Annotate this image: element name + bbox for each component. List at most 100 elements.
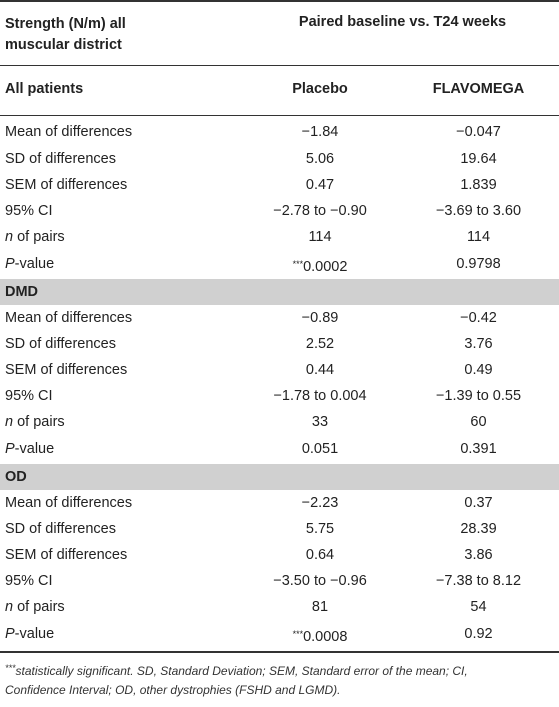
placebo-value: 114 xyxy=(308,229,332,245)
row-label-italic: n xyxy=(5,414,14,430)
flavomega-value: 114 xyxy=(466,229,491,245)
row-label: P-value xyxy=(5,436,54,462)
section-label: DMD xyxy=(5,284,39,300)
placebo-value: ***0.0002 xyxy=(246,251,394,280)
subheader-rule xyxy=(0,115,559,116)
placebo-value: −3.50 to −0.96 xyxy=(273,573,367,589)
table-row: SEM of differences 0.64 3.86 xyxy=(0,542,559,568)
p-value: 0.0002 xyxy=(303,259,348,275)
flavomega-value: 0.391 xyxy=(460,441,497,457)
row-label: Mean of differences xyxy=(5,124,133,140)
flavomega-value: 19.64 xyxy=(460,151,497,167)
table-row: 95% CI −1.78 to 0.004 −1.39 to 0.55 xyxy=(0,383,559,409)
significance-stars: *** xyxy=(292,629,304,639)
flavomega-value: 0.37 xyxy=(464,495,493,511)
row-label: 95% CI xyxy=(5,573,53,589)
row-label: SD of differences xyxy=(5,521,116,537)
flavomega-value: 60 xyxy=(470,414,487,430)
placebo-value: −1.84 xyxy=(301,124,339,140)
row-label: P-value xyxy=(5,621,54,647)
row-label: SEM of differences xyxy=(5,547,128,563)
table-row: Mean of differences −0.89 −0.42 xyxy=(0,305,559,331)
placebo-value: 81 xyxy=(311,599,329,615)
row-label: n of pairs xyxy=(5,409,65,435)
footnote-stars: *** xyxy=(5,663,16,673)
header-rule xyxy=(0,65,559,66)
significance-stars: *** xyxy=(292,259,304,269)
flavomega-value: −0.42 xyxy=(460,310,497,326)
placebo-value: 33 xyxy=(311,414,329,430)
row-label-italic: n xyxy=(5,229,14,245)
flavomega-value: −3.69 to 3.60 xyxy=(435,203,522,219)
placebo-value: 5.06 xyxy=(305,151,335,167)
flavomega-value: −1.39 to 0.55 xyxy=(435,388,522,404)
row-label: P-value xyxy=(5,251,54,277)
flavomega-value: −7.38 to 8.12 xyxy=(435,573,522,589)
placebo-value: 5.75 xyxy=(305,521,335,537)
row-label: 95% CI xyxy=(5,203,53,219)
row-label-rest: of pairs xyxy=(13,599,65,615)
table-row: SEM of differences 0.47 1.839 xyxy=(0,172,559,198)
table-row: P-value 0.051 0.391 xyxy=(0,436,559,462)
placebo-value: −2.23 xyxy=(301,495,339,511)
table-row: P-value ***0.0002 0.9798 xyxy=(0,251,559,277)
flavomega-value: 0.92 xyxy=(464,626,493,642)
placebo-value: −2.78 to −0.90 xyxy=(273,203,367,219)
row-label-italic: P xyxy=(5,626,15,642)
row-label-italic: n xyxy=(5,599,14,615)
row-label-rest: -value xyxy=(14,626,55,642)
table-row: SD of differences 2.52 3.76 xyxy=(0,331,559,357)
placebo-value: 0.64 xyxy=(305,547,335,563)
strength-header: Strength (N/m) all muscular district xyxy=(5,14,126,56)
top-rule xyxy=(0,0,559,2)
flavomega-value: 3.76 xyxy=(464,336,493,352)
col-header-flavomega: FLAVOMEGA xyxy=(432,81,525,97)
flavomega-value: 0.9798 xyxy=(456,256,501,272)
row-label: Mean of differences xyxy=(5,495,133,511)
row-label-rest: of pairs xyxy=(13,414,65,430)
section-header-od: OD xyxy=(0,464,559,490)
placebo-value: ***0.0008 xyxy=(246,621,394,650)
paired-header: Paired baseline vs. T24 weeks xyxy=(298,14,507,30)
flavomega-value: 0.49 xyxy=(464,362,493,378)
placebo-value: 0.47 xyxy=(305,177,335,193)
footnote-line1: ***statistically significant. SD, Standa… xyxy=(5,659,550,681)
col-header-placebo: Placebo xyxy=(292,81,348,97)
table-row: SD of differences 5.75 28.39 xyxy=(0,516,559,542)
placebo-value: 0.44 xyxy=(305,362,335,378)
table-row: P-value ***0.0008 0.92 xyxy=(0,621,559,647)
strength-header-line2: muscular district xyxy=(5,37,122,53)
group-label-all: All patients xyxy=(5,81,84,97)
placebo-value: 2.52 xyxy=(305,336,335,352)
row-label: n of pairs xyxy=(5,224,65,250)
placebo-value: −0.89 xyxy=(301,310,339,326)
table-row: SD of differences 5.06 19.64 xyxy=(0,146,559,172)
flavomega-value: 1.839 xyxy=(460,177,497,193)
table-row: n of pairs 33 60 xyxy=(0,409,559,435)
table-row: n of pairs 114 114 xyxy=(0,224,559,250)
table-footnote: ***statistically significant. SD, Standa… xyxy=(5,659,550,700)
table-row: Mean of differences −2.23 0.37 xyxy=(0,490,559,516)
table-row: 95% CI −2.78 to −0.90 −3.69 to 3.60 xyxy=(0,198,559,224)
row-label-rest: -value xyxy=(14,256,55,272)
table-row: Mean of differences −1.84 −0.047 xyxy=(0,119,559,145)
row-label: SD of differences xyxy=(5,151,116,167)
strength-header-line1: Strength (N/m) all xyxy=(5,16,126,32)
section-header-dmd: DMD xyxy=(0,279,559,305)
row-label: SEM of differences xyxy=(5,177,128,193)
row-label: SEM of differences xyxy=(5,362,128,378)
row-label-rest: -value xyxy=(14,441,55,457)
bottom-rule xyxy=(0,651,559,653)
row-label-italic: P xyxy=(5,256,15,272)
table-row: SEM of differences 0.44 0.49 xyxy=(0,357,559,383)
row-label: SD of differences xyxy=(5,336,116,352)
footnote-text-1: statistically significant. SD, Standard … xyxy=(15,664,468,678)
row-label-rest: of pairs xyxy=(13,229,65,245)
p-value: 0.0008 xyxy=(303,629,348,645)
row-label: 95% CI xyxy=(5,388,53,404)
row-label: n of pairs xyxy=(5,594,65,620)
row-label-italic: P xyxy=(5,441,15,457)
flavomega-value: −0.047 xyxy=(456,124,501,140)
section-label: OD xyxy=(5,469,27,485)
